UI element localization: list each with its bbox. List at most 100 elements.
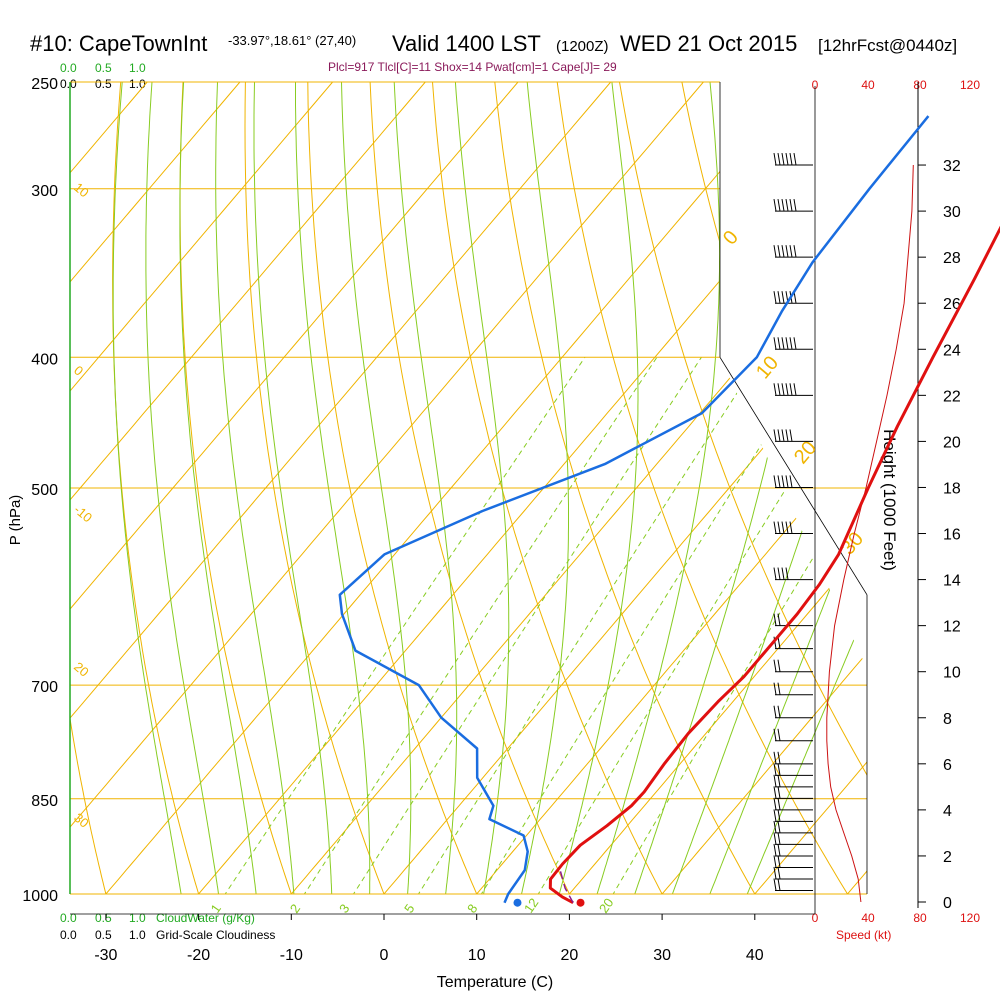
moist-adiabat-line — [215, 82, 296, 894]
isotherm-line — [90, 82, 797, 894]
wind-barb-feather — [777, 199, 781, 212]
bottom-black-1: 0.5 — [95, 928, 112, 942]
wind-barb-feather — [777, 245, 781, 258]
dry-adiabat-line — [931, 82, 1000, 911]
chart-title: #10: CapeTownInt — [30, 31, 207, 56]
temperature-tick-label: 30 — [653, 947, 671, 964]
wind-barb — [773, 152, 813, 166]
wind-barb — [773, 866, 813, 880]
pressure-tick-label: 700 — [31, 679, 58, 696]
wind-barb-feather — [773, 475, 777, 488]
pressure-tick-label: 850 — [31, 793, 58, 810]
wind-barb-feather — [777, 878, 781, 891]
pressure-axis-label: P (hPa) — [7, 495, 24, 546]
wind-barb-feather — [793, 152, 797, 166]
wind-barb-feather — [773, 797, 777, 810]
wind-barb-feather — [781, 521, 785, 534]
wind-barb-feather — [781, 291, 785, 304]
wind-speed-profile — [826, 164, 914, 903]
wind-barb — [773, 786, 813, 799]
isotherm-line — [70, 82, 612, 894]
wind-barb-feather — [781, 152, 785, 166]
dry-adiabat-line — [307, 82, 485, 894]
mixing-ratio-labels: 1 2 3 5 8 12 20 — [208, 895, 617, 915]
moist-adiabat-line — [517, 82, 569, 894]
isotherm-label: 0 — [719, 227, 743, 250]
mixing-ratio-label: 8 — [464, 901, 480, 916]
dry-adiabat-line — [179, 82, 298, 894]
wind-barb-feather — [777, 567, 781, 580]
cloud-water-label: CloudWater (g/Kg) — [156, 911, 255, 925]
wind-barb-feather — [773, 245, 777, 258]
wind-barb — [773, 820, 813, 834]
wind-barb-feather — [777, 866, 781, 880]
wind-barb-feather — [773, 337, 777, 350]
wind-barb — [773, 521, 813, 535]
isotherm-line — [554, 82, 867, 894]
speed-top-1: 40 — [861, 78, 875, 92]
wind-barb-feather — [777, 613, 781, 626]
height-tick-label: 16 — [943, 527, 961, 544]
bottom-black-0: 0.0 — [60, 928, 77, 942]
height-tick-label: 6 — [943, 757, 952, 774]
top-green-1: 0.5 — [95, 61, 112, 75]
height-axis-label: Height (1000 Feet) — [880, 429, 899, 571]
mixing-ratio-line — [213, 357, 586, 894]
wind-barb-feather — [781, 475, 785, 488]
moist-adiabat-line — [454, 82, 510, 894]
height-tick-label: 24 — [943, 342, 961, 359]
cloudiness-label: Grid-Scale Cloudiness — [156, 928, 275, 942]
wind-barb-feather — [789, 521, 793, 534]
parcel-line — [559, 869, 574, 904]
speed-top-0: 0 — [812, 78, 819, 92]
wind-barb-feather — [785, 245, 789, 258]
wind-barb-feather — [773, 832, 777, 845]
wind-barb-feather — [781, 429, 785, 442]
wind-barb — [773, 832, 813, 845]
wind-barb-feather — [773, 820, 777, 833]
dry-adiabat-line — [369, 82, 579, 894]
height-tick-label: 10 — [943, 665, 961, 682]
bottom-black-2: 1.0 — [129, 928, 146, 942]
wind-barb-feather — [777, 659, 781, 672]
moist-adiabat-line — [702, 82, 867, 894]
temperature-axis-label: Temperature (C) — [437, 974, 553, 991]
wind-barb-feather — [777, 843, 781, 857]
mixing-ratio-line — [342, 357, 702, 894]
isotherm-line — [183, 82, 867, 894]
moist-adiabat-line — [591, 82, 721, 894]
wind-barb-feather — [785, 475, 789, 488]
top-green-2: 1.0 — [129, 61, 146, 75]
height-tick-label: 30 — [943, 204, 961, 221]
moist-adiabat-lines — [112, 82, 867, 894]
dry-adiabat-line — [994, 82, 1000, 911]
adiabat-label: 10 — [71, 180, 92, 201]
height-tick-label: 18 — [943, 480, 961, 497]
adiabat-label: 30 — [71, 810, 92, 831]
adiabat-label: -10 — [71, 502, 95, 526]
wind-barb-feather — [789, 383, 793, 396]
wind-barb-feather — [793, 199, 797, 212]
wind-barb-feather — [777, 832, 781, 845]
wind-barb-feather — [777, 705, 781, 718]
dry-adiabat-line — [619, 82, 867, 894]
wind-barb-feather — [773, 751, 777, 764]
wind-barb-feather — [773, 705, 777, 718]
wind-barb-feather — [777, 475, 781, 488]
moist-adiabat-line — [145, 82, 222, 894]
temperature-tick-label: 0 — [380, 947, 389, 964]
isotherm-line — [461, 82, 867, 894]
speed-top-3: 120 — [960, 78, 980, 92]
mixing-ratio-label: 5 — [401, 901, 417, 916]
isotherm-line — [70, 82, 519, 894]
isobar-lines — [70, 81, 867, 895]
wind-barb-feather — [777, 786, 781, 799]
isotherm-line — [739, 82, 867, 894]
temperature-tick-label: 40 — [746, 947, 764, 964]
wind-barb-feather — [773, 843, 777, 857]
dewpoint-line — [338, 115, 930, 904]
height-tick-label: 20 — [943, 434, 961, 451]
wind-barb-feather — [777, 751, 781, 764]
isotherm-line — [832, 82, 867, 894]
